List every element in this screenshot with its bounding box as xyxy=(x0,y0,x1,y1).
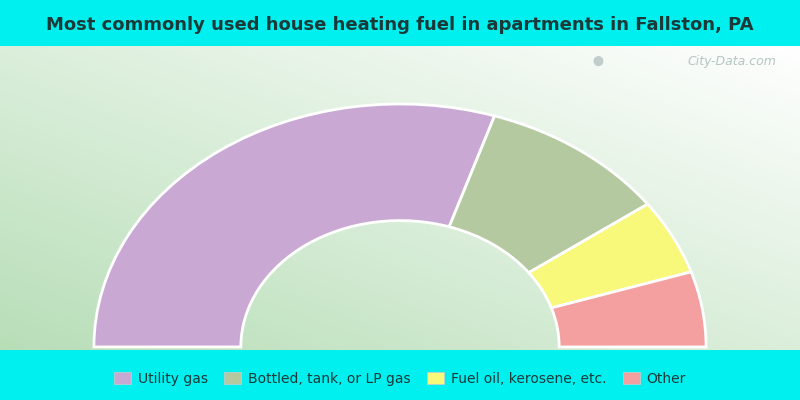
Wedge shape xyxy=(529,204,691,308)
Wedge shape xyxy=(449,116,648,273)
Wedge shape xyxy=(551,272,706,347)
Legend: Utility gas, Bottled, tank, or LP gas, Fuel oil, kerosene, etc., Other: Utility gas, Bottled, tank, or LP gas, F… xyxy=(109,366,691,392)
Text: ⬤: ⬤ xyxy=(592,55,603,66)
Text: City-Data.com: City-Data.com xyxy=(687,55,776,68)
Wedge shape xyxy=(94,104,494,347)
Text: Most commonly used house heating fuel in apartments in Fallston, PA: Most commonly used house heating fuel in… xyxy=(46,16,754,34)
